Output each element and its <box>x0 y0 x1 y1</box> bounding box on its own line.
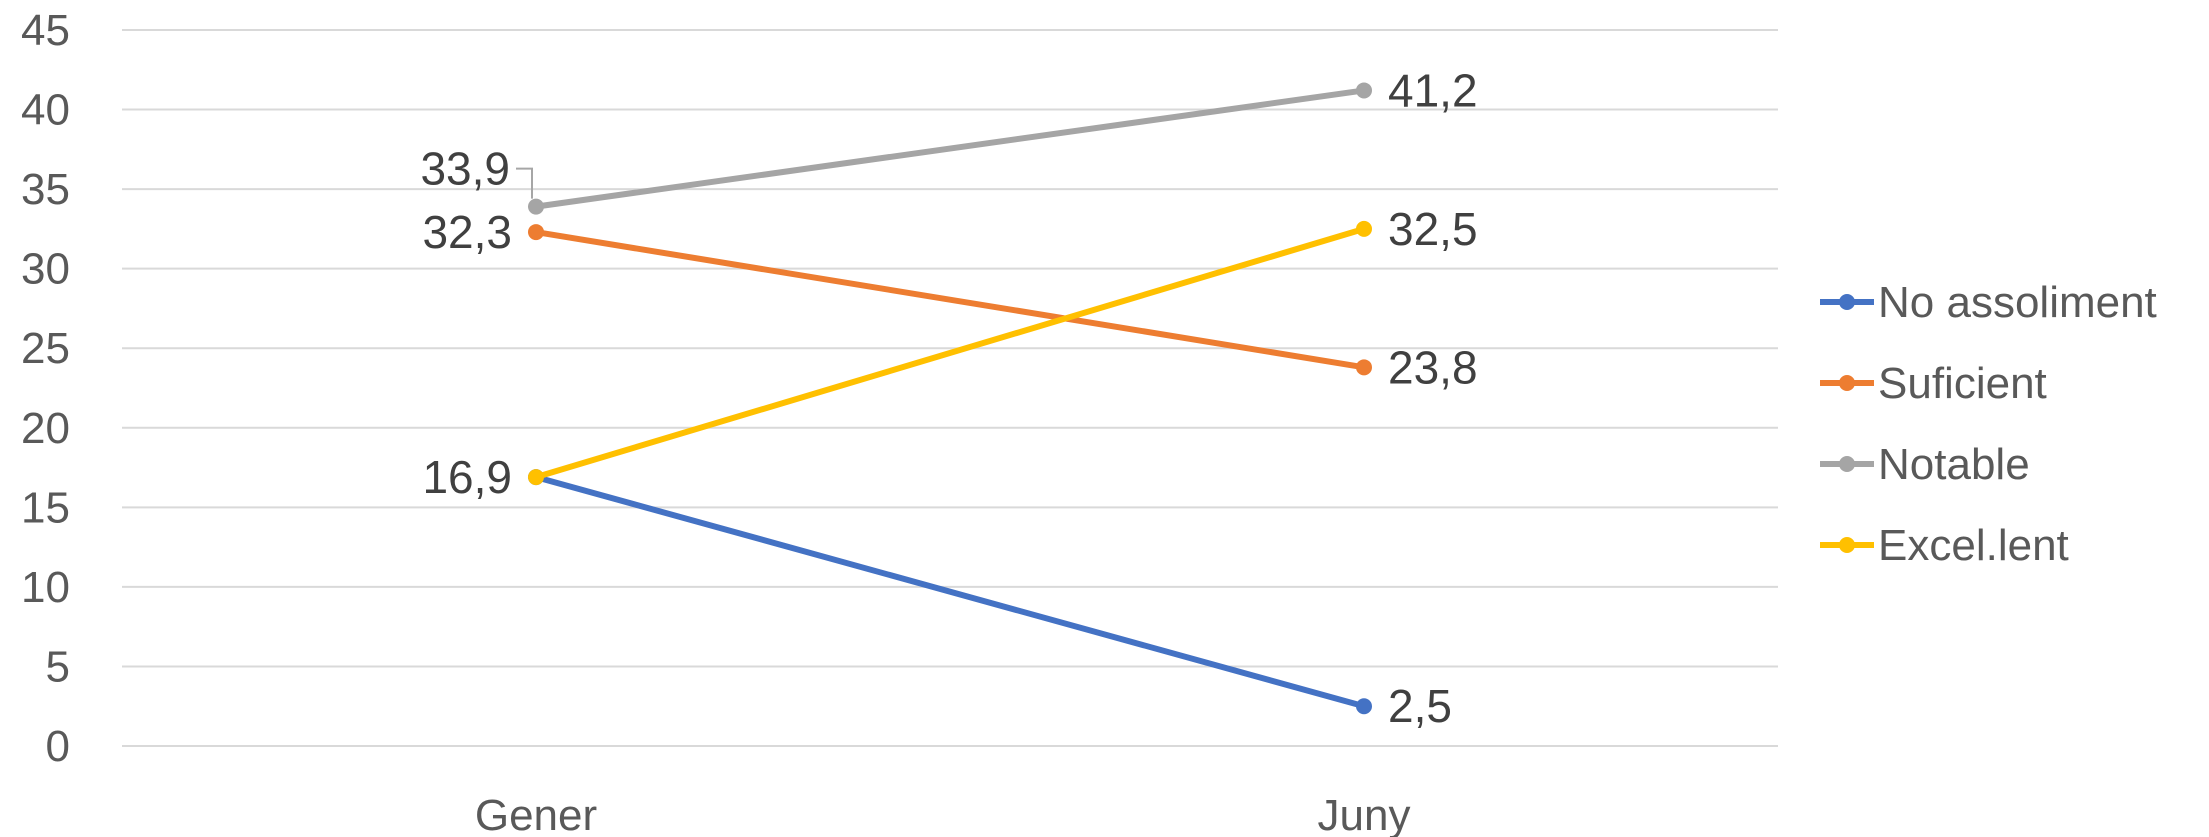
y-tick-label: 15 <box>21 483 70 532</box>
data-label: 32,5 <box>1388 203 1478 255</box>
legend-entry: Excel.lent <box>1820 521 2069 570</box>
data-point <box>1356 698 1372 715</box>
legend-entry: Notable <box>1820 440 2030 489</box>
legend-swatch-marker <box>1839 537 1855 553</box>
y-tick-label: 45 <box>21 6 70 55</box>
data-label: 23,8 <box>1388 341 1478 393</box>
series-no-assoliment <box>528 469 1372 715</box>
x-axis: Gener Juny <box>475 791 1411 837</box>
series-lines <box>528 82 1372 715</box>
data-point <box>1356 220 1372 237</box>
data-label: 32,3 <box>422 206 512 258</box>
y-tick-label: 10 <box>21 563 70 612</box>
y-axis: 0 5 10 15 20 25 30 35 40 45 <box>21 6 70 771</box>
data-label: 41,2 <box>1388 64 1478 116</box>
y-tick-label: 20 <box>21 404 70 453</box>
legend-entry: Suficient <box>1820 359 2047 408</box>
series-suficient <box>528 224 1372 376</box>
series-line <box>533 87 1367 210</box>
data-point <box>1356 82 1372 99</box>
y-tick-label: 40 <box>21 86 70 135</box>
data-label: 16,9 <box>422 451 512 503</box>
x-tick-label: Juny <box>1318 791 1411 837</box>
y-tick-label: 5 <box>46 642 70 691</box>
data-labels: 16,9 2,5 32,3 23,8 33,9 41,2 32,5 <box>420 64 1477 732</box>
series-excel-lent <box>528 220 1372 486</box>
x-tick-label: Gener <box>475 791 597 837</box>
legend-label: No assoliment <box>1878 278 2157 327</box>
data-point <box>528 224 544 241</box>
data-point <box>528 198 544 215</box>
data-label: 33,9 <box>420 143 510 195</box>
y-tick-label: 35 <box>21 165 70 214</box>
series-line <box>533 229 1367 371</box>
gridlines <box>122 29 1778 747</box>
legend-label: Notable <box>1878 440 2030 489</box>
data-point <box>1356 359 1372 376</box>
legend-swatch-marker <box>1839 375 1855 391</box>
data-label: 2,5 <box>1388 680 1452 732</box>
y-tick-label: 0 <box>46 722 70 771</box>
legend-entry: No assoliment <box>1820 278 2157 327</box>
legend-swatch-marker <box>1839 294 1855 310</box>
legend-swatch-marker <box>1839 456 1855 472</box>
legend-label: Excel.lent <box>1878 521 2069 570</box>
series-notable <box>528 82 1372 215</box>
legend: No assoliment Suficient Notable Excel.lent <box>1820 278 2157 570</box>
series-line <box>533 225 1367 481</box>
data-point <box>528 469 544 486</box>
series-line <box>533 474 1367 710</box>
y-tick-label: 25 <box>21 324 70 373</box>
y-tick-label: 30 <box>21 245 70 294</box>
label-leader-line <box>516 167 533 199</box>
legend-label: Suficient <box>1878 359 2047 408</box>
